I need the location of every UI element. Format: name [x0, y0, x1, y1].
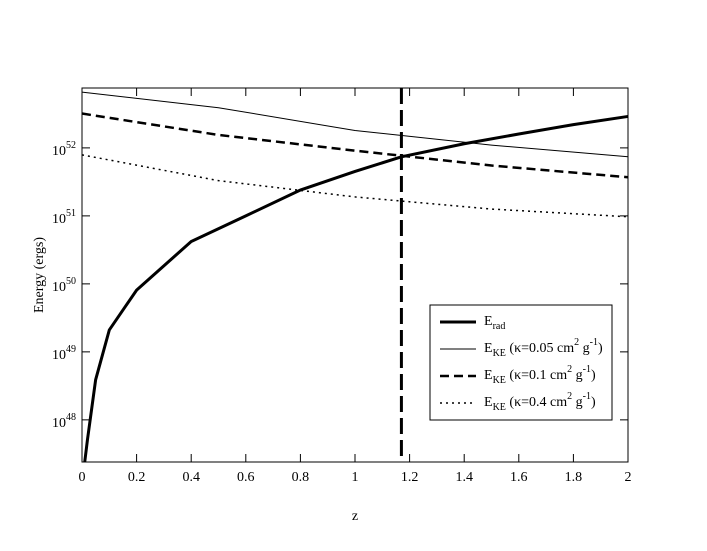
series-line [83, 114, 629, 463]
legend-label: EKE​ (κ=0.05 cm2​ g-1​) [484, 337, 603, 359]
y-tick-label: 1049​ [52, 344, 76, 363]
legend-box [429, 304, 613, 421]
x-tick-label: 0 [79, 470, 86, 485]
legend-label: EKE​ (κ=0.4 cm2​ g-1​) [484, 391, 596, 413]
series-line [81, 112, 629, 179]
x-tick-label: 0.2 [128, 470, 146, 485]
x-tick-label: 0.6 [237, 470, 255, 485]
y-tick-label: 1052​ [52, 140, 76, 159]
x-axis-label: z [352, 509, 358, 524]
x-tick-label: 1.6 [510, 470, 528, 485]
y-tick-label: 1050​ [52, 276, 76, 295]
x-tick-label: 1 [352, 470, 359, 485]
x-tick-label: 0.8 [292, 470, 310, 485]
y-tick-label: 1051​ [52, 208, 76, 227]
series-line [81, 154, 629, 218]
y-tick-label: 1048​ [52, 412, 76, 431]
legend-label: Erad​ [484, 314, 505, 332]
x-tick-label: 1.8 [565, 470, 583, 485]
legend-label: EKE​ (κ=0.1 cm2​ g-1​) [484, 364, 596, 386]
x-tick-label: 2 [625, 470, 632, 485]
x-tick-label: 1.2 [401, 470, 419, 485]
y-axis-label: Energy (ergs) [32, 237, 47, 313]
series-line [81, 91, 629, 158]
x-tick-label: 1.4 [455, 470, 473, 485]
x-tick-label: 0.4 [182, 470, 200, 485]
